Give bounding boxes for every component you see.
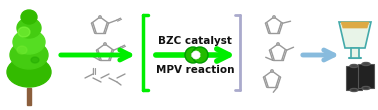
Text: MPV reaction: MPV reaction — [156, 65, 234, 75]
Text: BZC catalyst: BZC catalyst — [158, 36, 232, 46]
Ellipse shape — [362, 86, 370, 90]
Polygon shape — [27, 88, 31, 105]
Ellipse shape — [17, 46, 27, 54]
Ellipse shape — [18, 27, 30, 37]
Ellipse shape — [350, 64, 358, 68]
Circle shape — [192, 51, 200, 59]
Ellipse shape — [7, 57, 51, 87]
Ellipse shape — [362, 62, 370, 65]
Ellipse shape — [13, 30, 45, 54]
Polygon shape — [351, 48, 359, 58]
Text: RSC: RSC — [191, 52, 201, 58]
Circle shape — [99, 16, 101, 18]
Ellipse shape — [31, 57, 39, 63]
Polygon shape — [346, 66, 362, 90]
Circle shape — [273, 16, 275, 18]
Circle shape — [104, 43, 106, 45]
Ellipse shape — [21, 10, 37, 24]
Circle shape — [271, 70, 273, 72]
Ellipse shape — [350, 89, 358, 92]
Circle shape — [277, 43, 279, 45]
Polygon shape — [358, 64, 374, 88]
Polygon shape — [341, 22, 369, 28]
Circle shape — [185, 47, 201, 63]
Ellipse shape — [10, 41, 48, 69]
Circle shape — [192, 47, 208, 63]
Polygon shape — [339, 22, 371, 48]
Ellipse shape — [17, 18, 41, 38]
